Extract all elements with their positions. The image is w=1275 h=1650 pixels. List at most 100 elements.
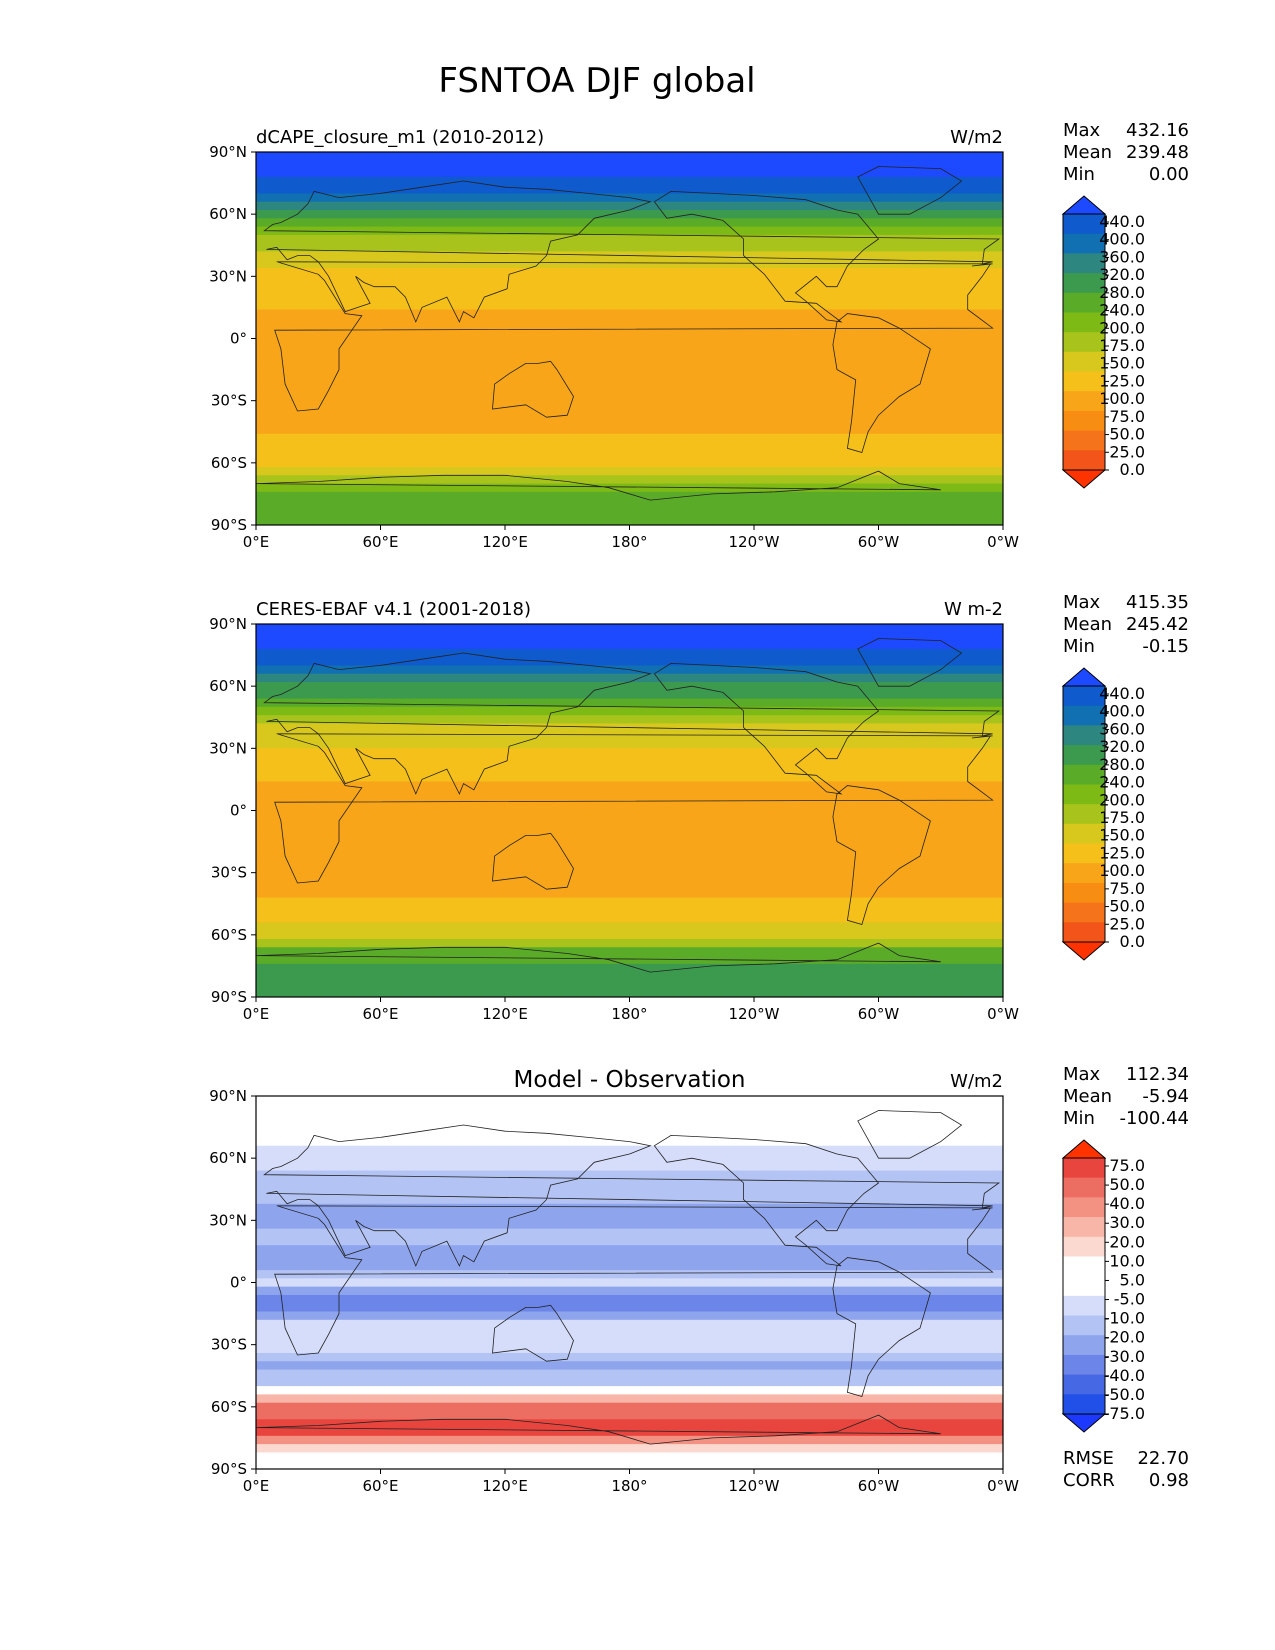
- panel-title: CERES-EBAF v4.1 (2001-2018): [256, 599, 531, 620]
- coastline: [492, 360, 574, 418]
- field-band: [256, 309, 1003, 319]
- field-band: [256, 384, 1003, 393]
- y-tick-label: 0°: [230, 1274, 247, 1292]
- field-band: [256, 1427, 1003, 1437]
- field-band: [256, 690, 1003, 700]
- stat-label: Max: [1063, 1064, 1101, 1085]
- field-band: [256, 367, 1003, 377]
- field-band: [256, 1245, 1003, 1255]
- field-band: [256, 442, 1003, 451]
- coastline: [256, 942, 941, 973]
- colorbar-label: 200.0: [1099, 318, 1145, 337]
- field-band: [256, 458, 1003, 468]
- field-band: [256, 359, 1003, 369]
- colorbar-segment: [1063, 1256, 1105, 1277]
- colorbar-label: 30.0: [1109, 1213, 1145, 1232]
- colorbar-label: 25.0: [1109, 442, 1145, 461]
- colorbar-label: 440.0: [1099, 684, 1145, 703]
- stat-value: 415.35: [1126, 592, 1189, 613]
- field-band: [256, 259, 1003, 269]
- colorbar-label: 100.0: [1099, 389, 1145, 408]
- stat-label: Mean: [1063, 1086, 1112, 1107]
- stat-label: Min: [1063, 636, 1095, 657]
- footer-stat-value: 22.70: [1137, 1448, 1189, 1469]
- field-band: [256, 847, 1003, 857]
- field-band: [256, 1228, 1003, 1238]
- x-tick-label: 120°W: [729, 533, 780, 551]
- colorbar-segment: [1063, 823, 1105, 845]
- coastline: [492, 832, 574, 890]
- stat-label: Mean: [1063, 142, 1112, 163]
- colorbar-segment: [1063, 902, 1105, 923]
- colorbar-label: 280.0: [1099, 283, 1145, 302]
- colorbar-segment: [1063, 1295, 1105, 1317]
- colorbar-label: -50.0: [1104, 1385, 1145, 1404]
- field-band: [256, 1187, 1003, 1197]
- field-band: [256, 624, 1003, 633]
- colorbar-segment: [1063, 863, 1105, 884]
- colorbar-segment: [1063, 351, 1105, 373]
- coastline: [256, 1414, 941, 1445]
- field-band: [256, 764, 1003, 774]
- x-tick-label: 120°W: [729, 1005, 780, 1023]
- x-tick-label: 180°: [611, 1477, 647, 1495]
- colorbar-segment: [1063, 1236, 1105, 1257]
- colorbar-segment: [1063, 273, 1105, 294]
- field-band: [256, 781, 1003, 791]
- field-band: [256, 475, 1003, 485]
- field-band: [256, 433, 1003, 443]
- x-tick-label: 0°W: [987, 1005, 1019, 1023]
- colorbar-label: 400.0: [1099, 702, 1145, 721]
- field-band: [256, 210, 1003, 219]
- y-tick-label: 60°N: [209, 677, 247, 695]
- field-band: [256, 715, 1003, 725]
- colorbar-label: 50.0: [1109, 1175, 1145, 1194]
- map-panel-obs: CERES-EBAF v4.1 (2001-2018) W m-2 90°N 60°N…: [209, 592, 1189, 1023]
- colorbar-segment: [1063, 1374, 1105, 1395]
- field-band: [256, 1253, 1003, 1263]
- stat-label: Min: [1063, 1108, 1095, 1129]
- colorbar-label: 75.0: [1109, 407, 1145, 426]
- stat-value: -0.15: [1142, 636, 1189, 657]
- field-band: [256, 350, 1003, 360]
- field-band: [256, 508, 1003, 518]
- x-tick-label: 180°: [611, 533, 647, 551]
- colorbar-frame: [1062, 685, 1106, 943]
- field-band: [256, 466, 1003, 476]
- field-band: [256, 1261, 1003, 1271]
- y-tick-label: 90°N: [209, 1087, 247, 1105]
- field-band: [256, 1369, 1003, 1379]
- colorbar-label: -75.0: [1104, 1404, 1145, 1423]
- coastline: [832, 785, 931, 925]
- colorbar-segment: [1063, 1158, 1105, 1179]
- field-band: [256, 243, 1003, 253]
- field-band: [256, 1394, 1003, 1404]
- field-band: [256, 798, 1003, 807]
- field-band: [256, 822, 1003, 832]
- panels-group: dCAPE_closure_m1 (2010-2012) W/m2 90°N 60°N…: [209, 120, 1189, 1495]
- colorbar: 440.0400.0360.0320.0280.0240.0200.0175.0…: [1061, 195, 1145, 489]
- field-band: [256, 1336, 1003, 1346]
- colorbar-label: 400.0: [1099, 230, 1145, 249]
- x-tick-label: 60°E: [362, 1477, 398, 1495]
- field-band: [256, 806, 1003, 816]
- field-band: [256, 152, 1003, 161]
- field-band: [256, 268, 1003, 277]
- field-band: [256, 1129, 1003, 1139]
- field-band: [256, 491, 1003, 501]
- stat-value: 245.42: [1126, 614, 1189, 635]
- field-band: [256, 1352, 1003, 1362]
- field-band: [256, 1112, 1003, 1122]
- field-band: [256, 756, 1003, 766]
- y-tick-label: 90°N: [209, 615, 247, 633]
- y-tick-label: 60°S: [211, 926, 247, 944]
- colorbar-segment: [1063, 312, 1105, 333]
- colorbar-segment: [1063, 784, 1105, 805]
- x-tick-label: 120°W: [729, 1477, 780, 1495]
- field-band: [256, 1145, 1003, 1155]
- colorbar-segment: [1063, 1276, 1105, 1297]
- colorbar-segment: [1063, 686, 1105, 707]
- colorbar-label: -30.0: [1104, 1347, 1145, 1366]
- y-tick-label: 90°S: [211, 988, 247, 1006]
